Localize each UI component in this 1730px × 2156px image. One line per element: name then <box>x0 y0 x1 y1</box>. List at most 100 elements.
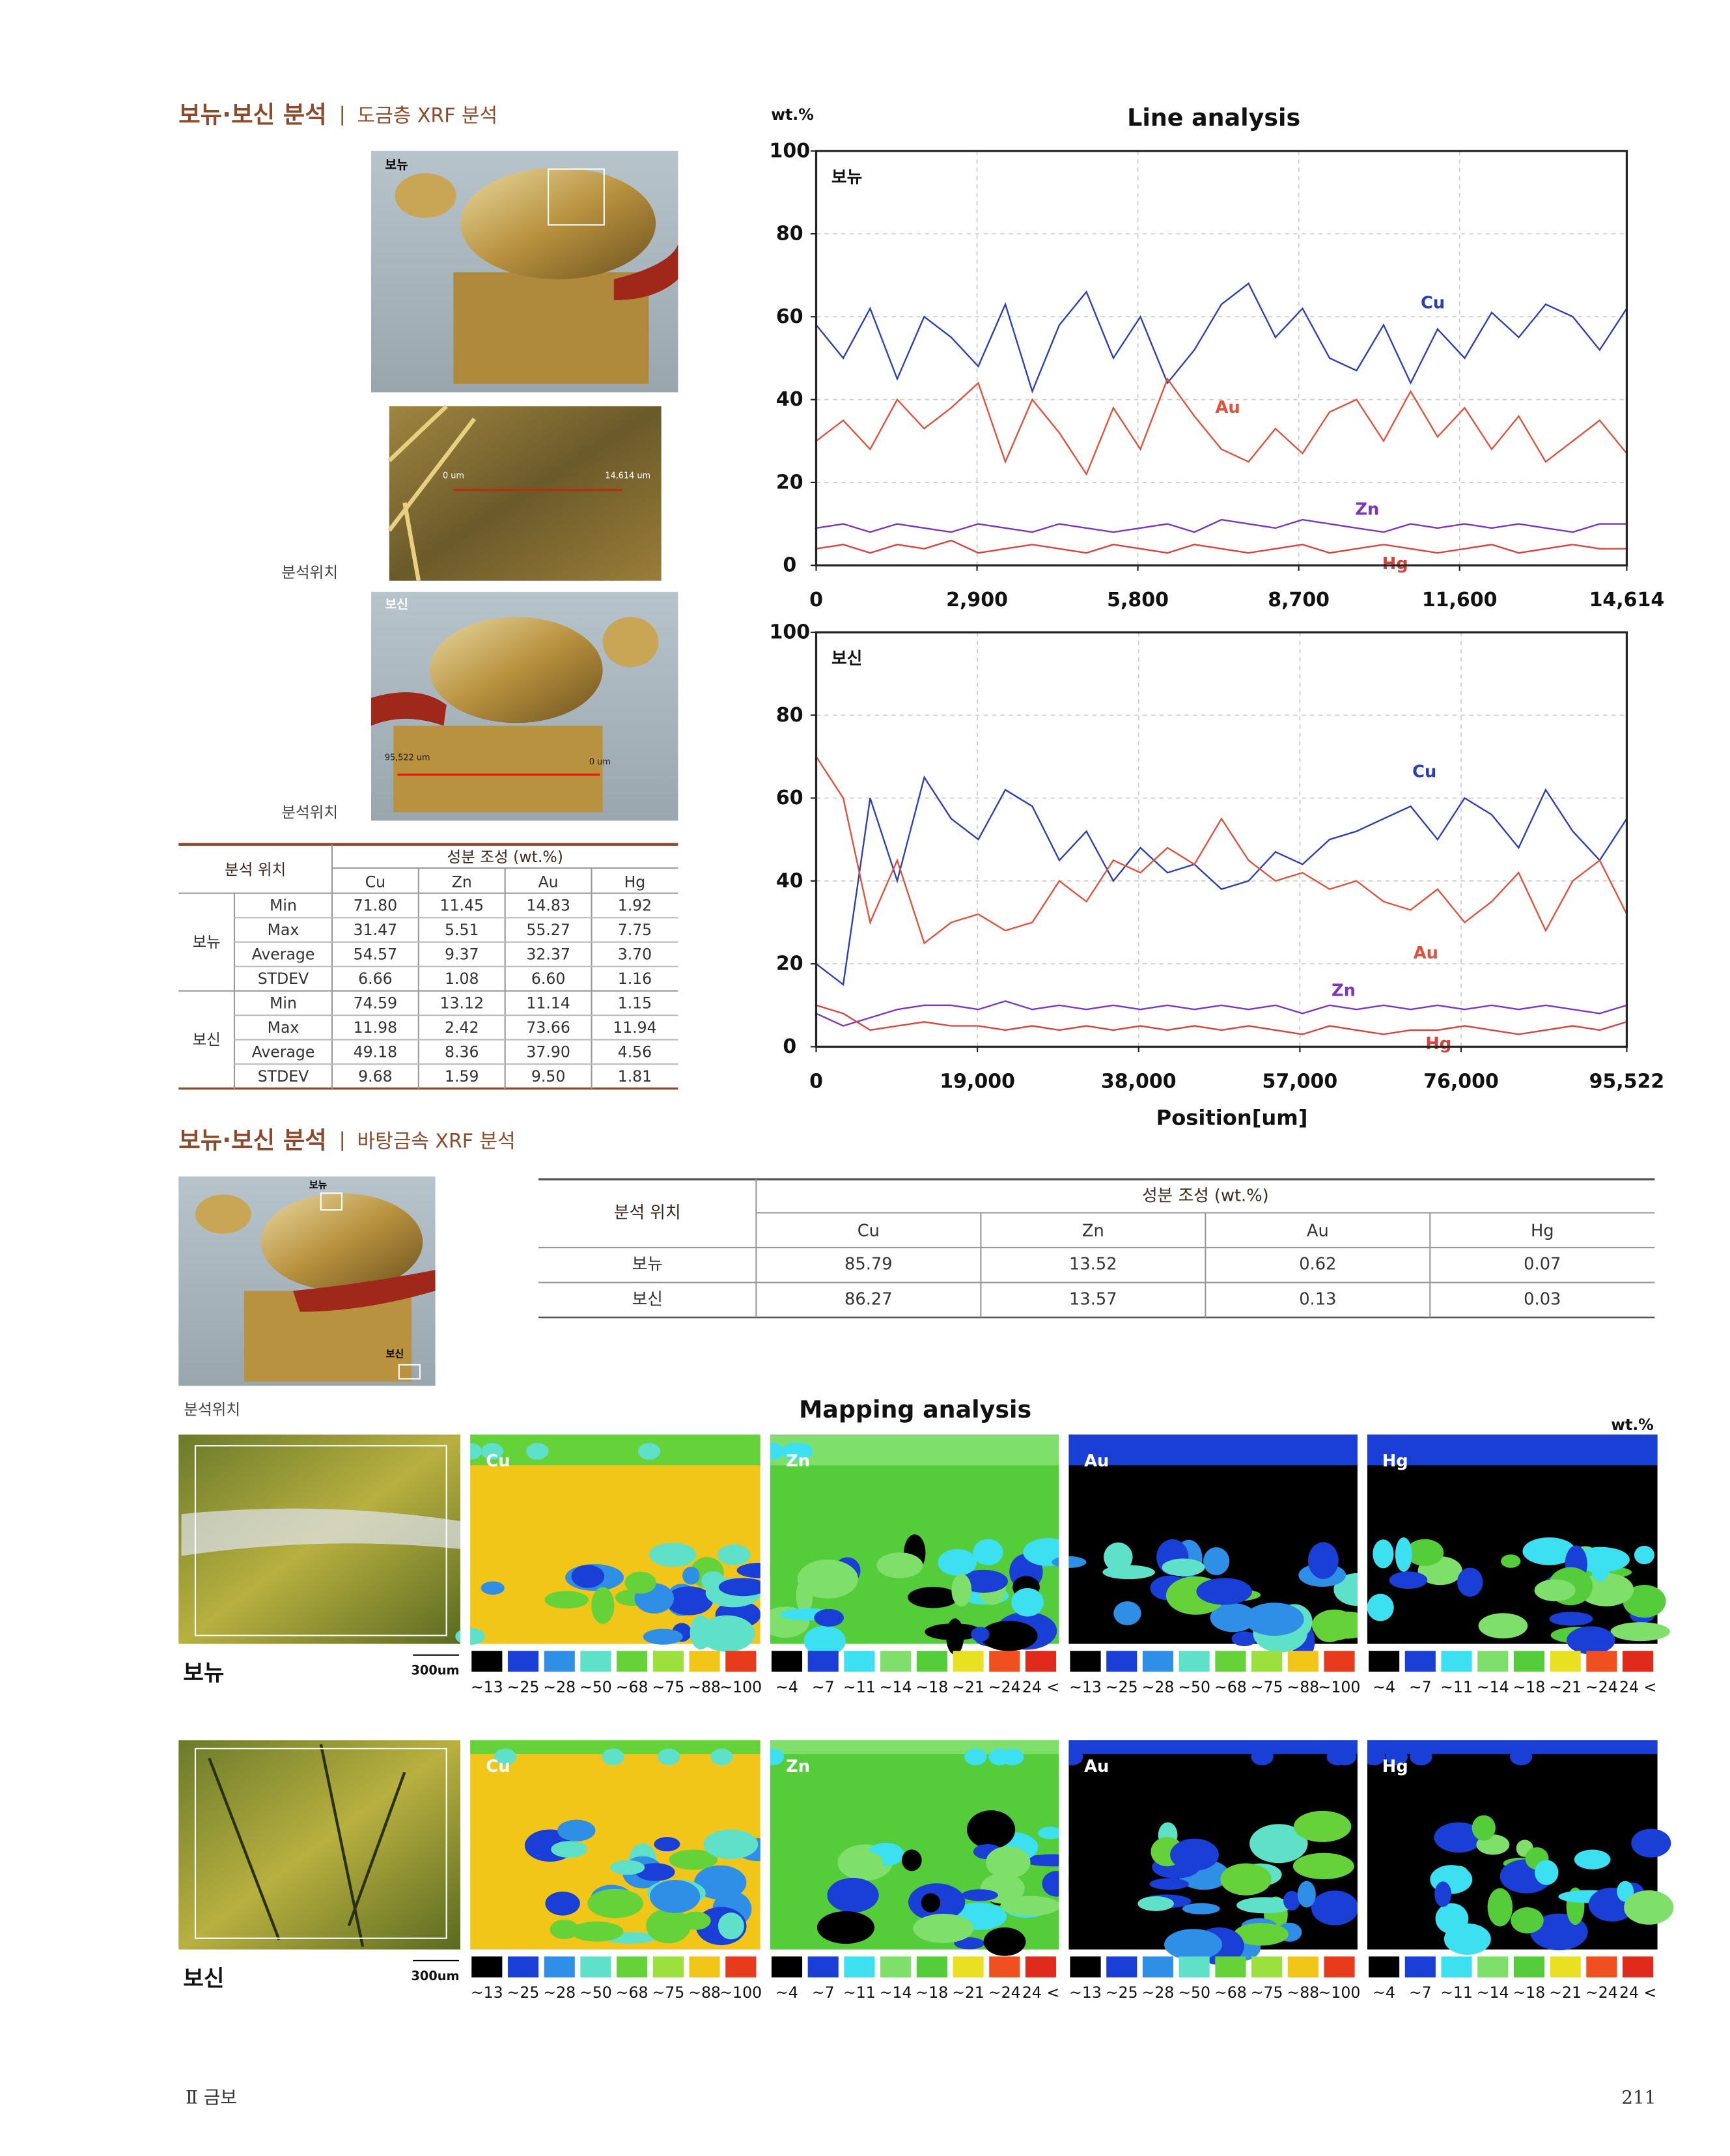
map-blob <box>908 1586 958 1608</box>
legend-label: ~75 <box>652 1678 685 1696</box>
legend-swatch <box>844 1651 875 1672</box>
map-blob <box>544 1591 589 1609</box>
legend-label: ~4 <box>775 1678 798 1696</box>
map-blob <box>1318 1442 1341 1460</box>
map-blob <box>1457 1567 1483 1597</box>
map-blob <box>1367 1593 1394 1621</box>
legend-swatch <box>807 1651 839 1672</box>
cell-value: 55.27 <box>526 921 570 939</box>
map-blob <box>1037 1827 1063 1840</box>
cell-value: 1.16 <box>618 970 652 988</box>
map-blob <box>718 1912 744 1940</box>
map-blob <box>1487 1888 1513 1927</box>
legend-label: ~14 <box>1477 1678 1509 1696</box>
photo-bosin <box>370 591 678 821</box>
legend-swatch <box>1025 1651 1057 1672</box>
legend-swatch <box>1251 1651 1283 1672</box>
cell-value: 9.68 <box>358 1067 392 1085</box>
map-blob <box>526 1442 549 1460</box>
x-tick-label: 95,522 <box>1589 1070 1665 1093</box>
legend-label: ~18 <box>1513 1983 1546 2002</box>
legend-swatch <box>652 1651 684 1672</box>
cell-value: 1.92 <box>618 896 652 914</box>
legend-label: ~7 <box>812 1678 835 1696</box>
map-blob <box>1258 1442 1281 1460</box>
y-tick-label: 40 <box>776 869 803 892</box>
series-label: Au <box>1414 944 1438 963</box>
location-label: 분석위치 <box>184 1401 240 1419</box>
cell-value: 32.37 <box>526 945 570 963</box>
map-blob <box>1410 1748 1432 1765</box>
map-blob <box>827 1877 879 1912</box>
section-subtitle: 바탕금속 XRF 분석 <box>357 1130 516 1153</box>
column-header: Hg <box>1531 1221 1554 1240</box>
legend-label: ~68 <box>1214 1983 1247 2002</box>
legend-label: ~14 <box>880 1678 912 1696</box>
photo-zoom <box>387 404 662 581</box>
map-blob <box>1574 1849 1611 1869</box>
legend-label: ~25 <box>507 1678 540 1696</box>
legend-label: ~28 <box>543 1983 576 2002</box>
map-blob <box>481 1442 504 1460</box>
y-tick-label: 100 <box>769 621 810 644</box>
map-blob <box>643 1629 683 1645</box>
legend-swatch <box>1550 1956 1581 1978</box>
group-name: 보신 <box>192 1031 220 1049</box>
map-image <box>1059 1737 1360 1965</box>
x-tick-label: 0 <box>809 1070 823 1093</box>
legend-label: ~24 <box>1585 1678 1618 1696</box>
map-blob <box>718 1578 767 1597</box>
map-blob <box>783 1442 806 1460</box>
map-blob <box>1579 1442 1602 1460</box>
map-base <box>470 1435 760 1644</box>
cell-value: 54.57 <box>354 945 397 963</box>
plot-frame <box>815 631 1628 1048</box>
map-label: Hg <box>1382 1757 1408 1776</box>
location-label: 분석위치 <box>281 563 338 581</box>
photo-label: 보뉴 <box>385 158 408 173</box>
legend-swatch <box>1623 1956 1654 1978</box>
data-line <box>815 756 1628 945</box>
map-clip <box>460 1737 471 1953</box>
map-blob <box>814 1608 844 1627</box>
divider: | <box>339 1128 346 1151</box>
group-name: 보뉴 <box>192 933 220 951</box>
cell-value: 71.80 <box>354 896 397 914</box>
x-tick-label: 2,900 <box>946 589 1008 611</box>
section-title: 보뉴·보신 분석 <box>178 101 326 129</box>
map-blob <box>1210 1603 1257 1632</box>
legend-swatch <box>1251 1956 1283 1978</box>
map-blob <box>925 1623 983 1640</box>
legend-swatch <box>1369 1651 1400 1672</box>
map-blob <box>1283 1891 1301 1911</box>
legend-label: ~14 <box>1477 1983 1509 2002</box>
map-blob <box>710 1748 733 1765</box>
legend-swatch <box>989 1956 1020 1978</box>
scale-label: 14,614 um <box>605 471 650 481</box>
map-blob <box>624 1571 656 1594</box>
legend-swatch <box>844 1956 875 1978</box>
map-blob <box>913 1914 974 1943</box>
series-label: Cu <box>1421 293 1445 313</box>
map-blob <box>1313 1612 1346 1642</box>
cell-value: 31.47 <box>354 921 397 939</box>
legend-label: ~11 <box>843 1678 876 1696</box>
map-blob <box>570 1921 624 1942</box>
legend-label: 24 < <box>1022 1678 1059 1696</box>
legend-label: ~100 <box>1318 1983 1361 2002</box>
map-blob <box>1182 1903 1220 1914</box>
legend-label: ~18 <box>915 1983 948 2002</box>
map-blob <box>1535 1860 1559 1885</box>
map-blob <box>591 1587 615 1624</box>
legend-label: ~50 <box>579 1983 612 2002</box>
map-blob <box>954 1937 984 1950</box>
y-tick-label: 60 <box>776 787 803 809</box>
legend-swatch <box>580 1956 611 1978</box>
map-blob <box>1244 1603 1304 1636</box>
y-tick-label: 40 <box>776 388 803 411</box>
y-axis-label: wt.% <box>771 105 814 124</box>
map-label: Cu <box>486 1757 510 1776</box>
legend-swatch <box>1586 1651 1617 1672</box>
unit-label: wt.% <box>1611 1416 1654 1434</box>
